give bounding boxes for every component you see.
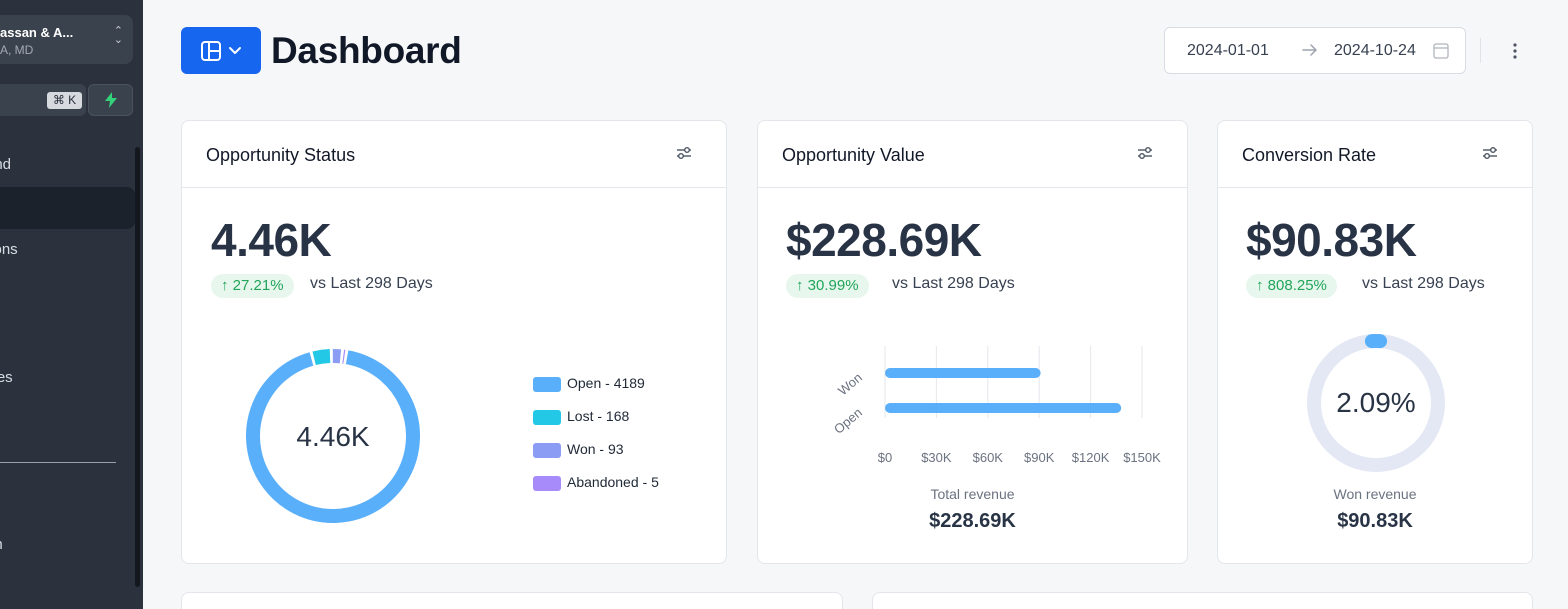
sidebar-item-dashboard[interactable]: rd	[0, 187, 135, 229]
filter-settings-icon[interactable]	[1482, 146, 1498, 160]
sidebar-item-payments[interactable]: s	[0, 399, 135, 441]
lightning-icon	[104, 92, 117, 108]
search-shortcut-badge: ⌘ K	[47, 92, 82, 109]
bottom-right-card	[872, 592, 1533, 609]
sidebar-item-command[interactable]: and	[0, 144, 135, 186]
date-start[interactable]: 2024-01-01	[1187, 42, 1269, 59]
chevron-down-icon	[229, 46, 241, 54]
more-vertical-icon	[1513, 43, 1517, 59]
card-title: Opportunity Status	[206, 145, 356, 165]
change-value: 27.21%	[232, 277, 284, 294]
conversion-rate-card: Conversion Rate $90.83K ↑ 808.25% vs Las…	[1217, 120, 1533, 564]
total-revenue-value: $228.69K	[929, 510, 1016, 532]
legend-item-abandoned: Abandoned - 5	[533, 474, 659, 492]
comparison-text: vs Last 298 Days	[892, 275, 1015, 292]
legend-item-lost: Lost - 168	[533, 408, 629, 426]
change-badge: ↑ 808.25%	[1246, 274, 1337, 298]
total-revenue-label: Total revenue	[930, 486, 1015, 502]
card-title: Conversion Rate	[1242, 145, 1377, 165]
card-header: Conversion Rate	[1218, 121, 1532, 188]
legend-item-won: Won - 93	[533, 441, 624, 459]
bar-won[interactable]	[885, 368, 1041, 378]
y-tick-label: Won	[835, 370, 865, 399]
opportunity-status-card: Opportunity Status 4.46K ↑ 27.21% vs Las…	[181, 120, 727, 564]
card-title: Opportunity Value	[782, 145, 925, 165]
sidebar-item-opportunities[interactable]: ities	[0, 357, 135, 399]
legend-label: Open - 4189	[567, 375, 645, 391]
legend-swatch	[533, 409, 561, 425]
chevron-up-down-icon: ⌃ ⌄	[113, 25, 123, 46]
sidebar-item-contacts[interactable]: s	[0, 272, 135, 314]
metric-value: $228.69K	[786, 214, 982, 266]
won-revenue-label: Won revenue	[1333, 486, 1417, 502]
bar-open[interactable]	[885, 403, 1122, 413]
date-range-picker[interactable]: 2024-01-01 2024-10-24	[1164, 27, 1466, 74]
sidebar-item-label: rd	[0, 187, 1, 229]
x-tick-label: $150K	[1123, 450, 1161, 465]
change-value: 808.25%	[1267, 277, 1327, 294]
sidebar-item-conversations[interactable]: tions	[0, 229, 135, 271]
legend-item-open: Open - 4189	[533, 375, 645, 393]
legend-label: Abandoned - 5	[567, 474, 659, 490]
sidebar-item-label: ities	[0, 369, 13, 386]
account-location: A, MD	[0, 43, 34, 57]
sidebar-item-label: on	[0, 524, 3, 566]
donut-slice-lost[interactable]	[312, 349, 331, 366]
metric-value: $90.83K	[1246, 214, 1417, 266]
sidebar-item-marketing[interactable]: g	[0, 482, 135, 524]
x-tick-label: $30K	[921, 450, 952, 465]
sidebar-divider	[0, 462, 116, 463]
donut-slice-open[interactable]	[246, 350, 420, 523]
comparison-text: vs Last 298 Days	[1362, 275, 1485, 292]
account-name: assan & A...	[0, 25, 74, 40]
card-header: Opportunity Value	[758, 121, 1187, 188]
y-tick-label: Open	[831, 405, 865, 437]
quick-action-button[interactable]	[88, 84, 133, 116]
opportunity-value-bar-chart: $0 $30K $60K $90K $120K $150K Won Open	[831, 346, 1161, 465]
opportunity-value-card: Opportunity Value $228.69K ↑ 30.99% vs L…	[757, 120, 1188, 564]
won-revenue-value: $90.83K	[1337, 510, 1413, 532]
metric-value: 4.46K	[211, 214, 332, 266]
sidebar-item-label: and	[0, 156, 12, 173]
date-end[interactable]: 2024-10-24	[1334, 42, 1416, 59]
sidebar-scrollbar[interactable]	[135, 147, 140, 587]
change-value: 30.99%	[807, 277, 859, 294]
legend-swatch	[533, 376, 561, 392]
layout-icon	[201, 40, 221, 61]
bottom-left-card	[181, 592, 843, 609]
change-badge: ↑ 30.99%	[786, 274, 869, 298]
page-title: Dashboard	[271, 30, 462, 71]
legend-label: Lost - 168	[567, 408, 630, 424]
filter-settings-icon[interactable]	[676, 146, 692, 160]
calendar-icon	[1433, 43, 1449, 59]
arrow-right-icon	[1302, 44, 1317, 56]
x-tick-label: $90K	[1024, 450, 1055, 465]
x-tick-label: $120K	[1072, 450, 1110, 465]
gauge-segments	[1307, 334, 1445, 472]
account-switcher[interactable]: assan & A... A, MD ⌃ ⌄	[0, 15, 133, 64]
change-badge: ↑ 27.21%	[211, 274, 294, 298]
donut-segments	[246, 349, 420, 523]
gauge-center-label: 2.09%	[1336, 387, 1415, 418]
dashboard-switcher-button[interactable]	[181, 27, 261, 74]
x-tick-label: $60K	[973, 450, 1004, 465]
card-header: Opportunity Status	[182, 121, 726, 188]
legend-swatch	[533, 475, 561, 491]
comparison-text: vs Last 298 Days	[310, 275, 433, 292]
sidebar: assan & A... A, MD ⌃⌄ ⌘ K and rd tions s…	[0, 0, 143, 609]
legend-swatch	[533, 442, 561, 458]
sidebar-item-label: tions	[0, 241, 18, 258]
filter-settings-icon[interactable]	[1137, 146, 1153, 160]
opportunity-status-donut: 4.46K	[246, 349, 420, 523]
sidebar-item-automation[interactable]: on	[0, 524, 135, 566]
donut-center-label: 4.46K	[296, 421, 369, 452]
conversion-rate-gauge: 2.09%	[1307, 334, 1445, 472]
legend-label: Won - 93	[567, 441, 624, 457]
x-tick-label: $0	[878, 450, 892, 465]
header-divider	[1480, 38, 1481, 63]
more-options-button[interactable]	[1505, 38, 1525, 64]
